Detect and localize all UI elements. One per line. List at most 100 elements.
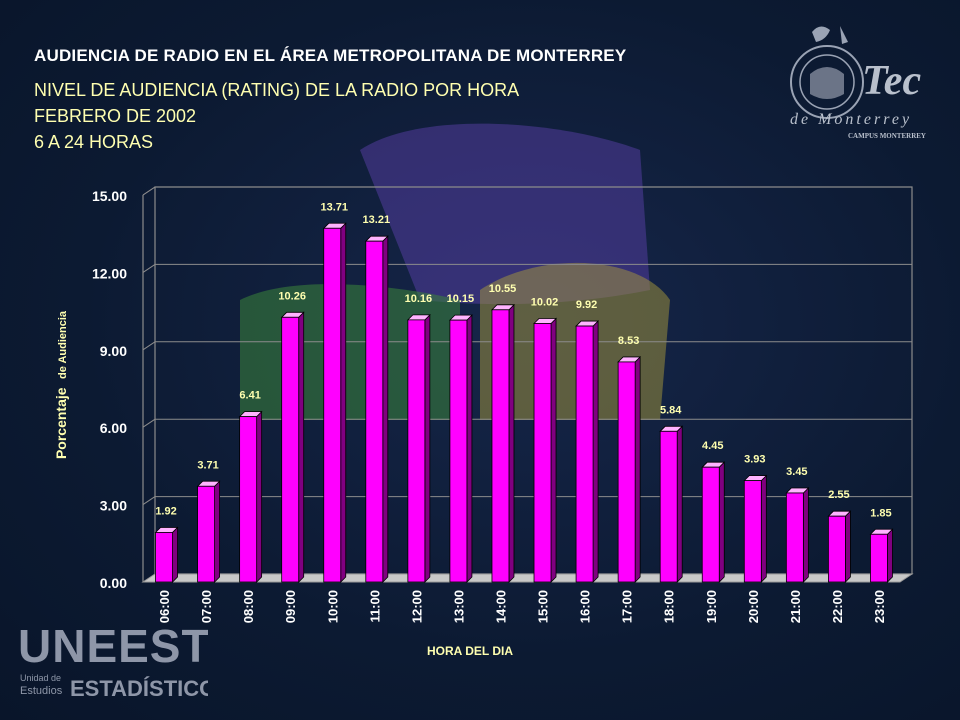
gridline-side bbox=[142, 186, 156, 196]
bar bbox=[828, 515, 846, 583]
y-tick-label: 9.00 bbox=[100, 343, 127, 359]
bar bbox=[491, 309, 510, 583]
y-tick-label: 15.00 bbox=[92, 188, 127, 204]
bar-side bbox=[256, 410, 263, 583]
bar-value-label: 2.55 bbox=[828, 489, 849, 501]
bar bbox=[365, 240, 384, 583]
tec-logo-line2: de Monterrey bbox=[790, 111, 912, 128]
y-tick-label: 3.00 bbox=[100, 498, 127, 514]
x-tick-label: 07:00 bbox=[199, 590, 214, 623]
bar bbox=[323, 227, 342, 583]
bar-side bbox=[760, 474, 767, 583]
bar-side bbox=[508, 303, 515, 583]
x-tick-label: 12:00 bbox=[409, 590, 424, 623]
bar-side bbox=[298, 311, 305, 583]
y-tick-label: 12.00 bbox=[92, 265, 127, 281]
x-tick-label: 13:00 bbox=[451, 590, 466, 623]
bar-side bbox=[802, 487, 809, 583]
uneest-logo-line2b: Estudios bbox=[20, 685, 63, 697]
x-tick-label: 16:00 bbox=[578, 590, 593, 623]
bar-value-label: 3.45 bbox=[786, 466, 807, 478]
bar-value-label: 9.92 bbox=[576, 299, 597, 311]
bar-value-label: 10.16 bbox=[405, 293, 433, 305]
x-tick-label: 08:00 bbox=[241, 590, 256, 623]
x-tick-label: 14:00 bbox=[493, 590, 508, 623]
bar-side bbox=[634, 355, 641, 583]
plot-area: 0.00 3.00 6.00 9.00 12.00 15.00 1.92 06:00 3.71 0… bbox=[92, 186, 914, 623]
gridline-side bbox=[142, 418, 156, 428]
bar-side bbox=[382, 235, 389, 583]
bar-side bbox=[845, 510, 851, 583]
uneest-logo: UNEEST Unidad de Estudios ESTADÍSTICOS bbox=[18, 620, 208, 701]
bar-value-label: 13.71 bbox=[320, 201, 348, 213]
bar-side bbox=[172, 526, 178, 583]
subtitle-line-2: FEBRERO DE 2002 bbox=[34, 106, 197, 126]
subtitle-line-1: NIVEL DE AUDIENCIA (RATING) DE LA RADIO … bbox=[34, 80, 520, 100]
bar bbox=[785, 492, 804, 583]
y-axis-title-main: Porcentaje bbox=[53, 387, 69, 459]
bar bbox=[281, 316, 300, 583]
bar-value-label: 3.71 bbox=[197, 459, 218, 471]
x-tick-label: 09:00 bbox=[283, 590, 298, 623]
bar bbox=[870, 533, 888, 583]
bar-side bbox=[887, 528, 893, 583]
bar bbox=[743, 480, 762, 583]
bar-value-label: 10.26 bbox=[278, 290, 306, 302]
slide-title: AUDIENCIA DE RADIO EN EL ÁREA METROPOLIT… bbox=[34, 46, 627, 65]
x-tick-label: 20:00 bbox=[746, 590, 761, 623]
bar-value-label: 1.92 bbox=[155, 505, 176, 517]
x-tick-label: 15:00 bbox=[536, 590, 551, 623]
bar-value-label: 10.55 bbox=[489, 283, 517, 295]
gridline-side bbox=[142, 341, 156, 351]
bar-value-label: 4.45 bbox=[702, 440, 723, 452]
bar-value-label: 10.15 bbox=[447, 293, 475, 305]
bar-side bbox=[550, 317, 557, 583]
bar-side bbox=[424, 313, 431, 583]
x-tick-label: 11:00 bbox=[367, 590, 382, 623]
y-axis-title: Porcentaje de Audiencia bbox=[53, 310, 70, 459]
bar-value-label: 10.02 bbox=[531, 296, 559, 308]
gridline-side bbox=[142, 263, 156, 273]
bar-side bbox=[676, 425, 683, 583]
bar bbox=[617, 361, 636, 583]
bar-side bbox=[718, 461, 725, 583]
bar bbox=[701, 466, 720, 583]
seal-icon bbox=[790, 26, 864, 119]
subtitle-line-3: 6 A 24 HORAS bbox=[34, 132, 154, 152]
bar-value-label: 6.41 bbox=[239, 390, 260, 402]
bar bbox=[155, 532, 173, 583]
bar-side bbox=[340, 222, 347, 583]
bar-side bbox=[466, 314, 473, 583]
bar-value-label: 3.93 bbox=[744, 454, 765, 466]
uneest-logo-line2a: Unidad de bbox=[20, 673, 61, 683]
tec-logo-name: Tec bbox=[862, 58, 921, 104]
x-tick-label: 10:00 bbox=[325, 590, 340, 623]
y-tick-label: 6.00 bbox=[100, 420, 127, 436]
bar bbox=[659, 430, 678, 583]
x-tick-label: 18:00 bbox=[662, 590, 677, 623]
x-tick-label: 23:00 bbox=[872, 590, 887, 623]
x-axis-title: HORA DEL DIA bbox=[427, 644, 513, 658]
gridline-side bbox=[142, 496, 156, 506]
bar bbox=[197, 485, 215, 583]
x-tick-label: 17:00 bbox=[620, 590, 635, 623]
x-tick-label: 21:00 bbox=[788, 590, 803, 623]
tec-logo-line3: CAMPUS MONTERREY bbox=[848, 132, 926, 140]
bar bbox=[449, 319, 468, 583]
bar-value-label: 8.53 bbox=[618, 335, 639, 347]
bar-side bbox=[214, 480, 220, 583]
bar-value-label: 5.84 bbox=[660, 404, 682, 416]
tec-de-monterrey-logo: Tec de Monterrey CAMPUS MONTERREY bbox=[790, 26, 926, 140]
bar-value-label: 13.21 bbox=[363, 214, 391, 226]
bar bbox=[533, 323, 552, 583]
bar bbox=[239, 416, 258, 583]
y-axis-title-sub: de Audiencia bbox=[57, 310, 69, 379]
x-tick-label: 06:00 bbox=[157, 590, 172, 623]
y-tick-label: 0.00 bbox=[100, 575, 127, 591]
bar-value-label: 1.85 bbox=[870, 507, 891, 519]
uneest-logo-name: UNEEST bbox=[18, 620, 208, 672]
uneest-logo-line2c: ESTADÍSTICOS bbox=[70, 676, 208, 701]
bar-side bbox=[592, 320, 599, 583]
